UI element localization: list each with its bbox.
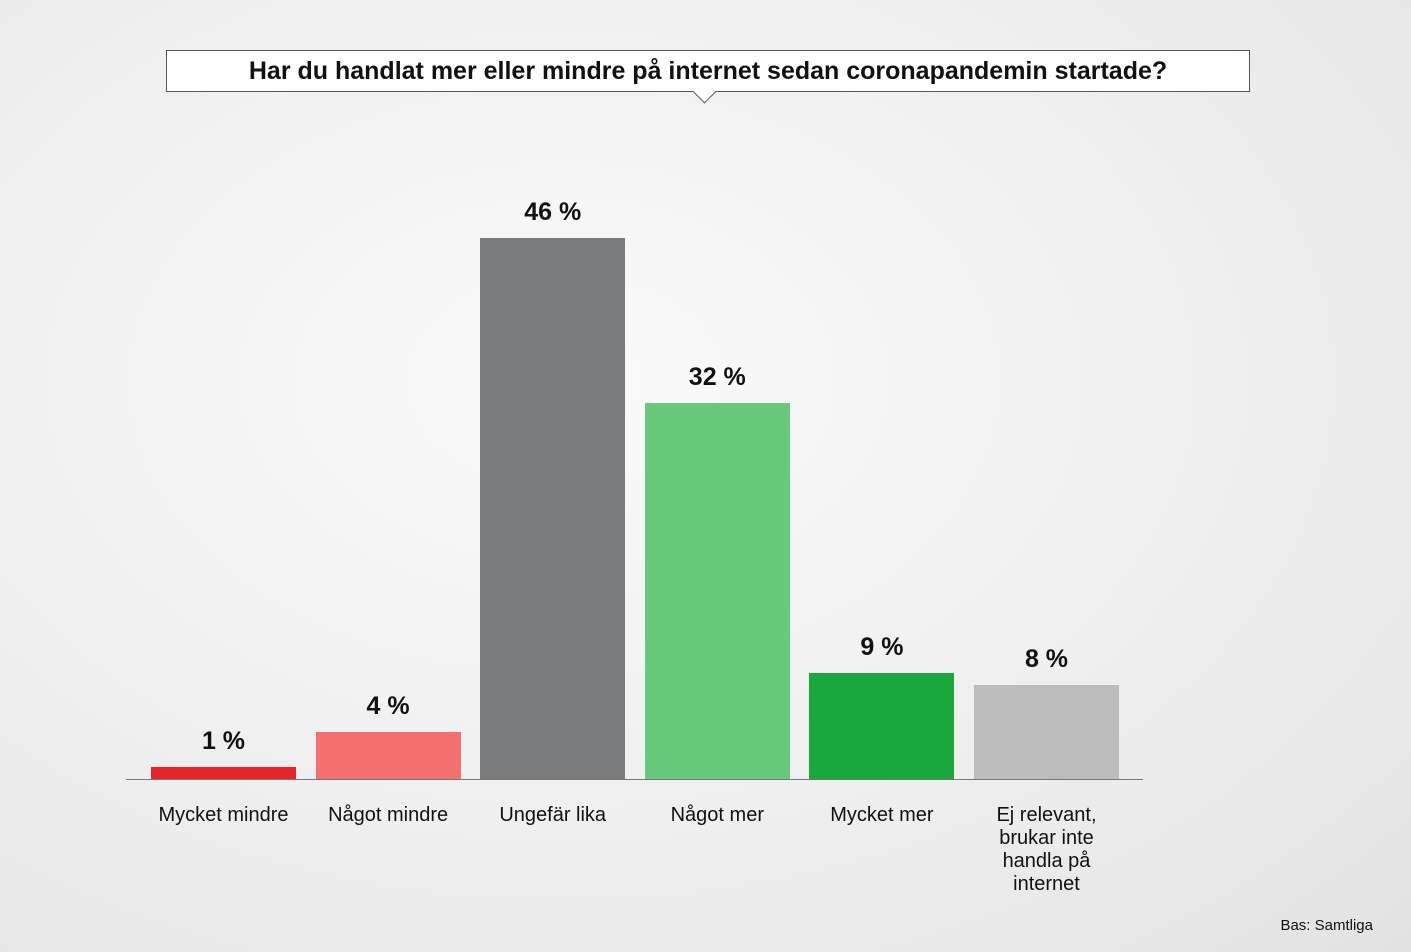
bar bbox=[974, 684, 1119, 779]
value-label: 46 % bbox=[524, 198, 582, 227]
baseline bbox=[126, 779, 1143, 780]
bar bbox=[315, 731, 461, 779]
value-label: 4 % bbox=[366, 691, 410, 720]
category-label: Ej relevant, brukar inte handla på inter… bbox=[996, 804, 1097, 895]
value-label: 32 % bbox=[688, 362, 746, 391]
value-label: 8 % bbox=[1024, 644, 1069, 673]
category-label: Något mindre bbox=[328, 804, 449, 826]
bar bbox=[151, 767, 296, 779]
category-label: Ungefär lika bbox=[499, 804, 607, 826]
bar bbox=[644, 402, 790, 779]
category-label: Något mer bbox=[670, 804, 764, 826]
footnote: Bas: Samtliga bbox=[1280, 917, 1373, 934]
category-label: Mycket mer bbox=[830, 804, 934, 826]
value-label: 1 % bbox=[201, 727, 246, 756]
bar bbox=[480, 238, 626, 779]
category-label: Mycket mindre bbox=[158, 804, 289, 826]
bar bbox=[809, 673, 955, 779]
value-label: 9 % bbox=[860, 633, 904, 662]
